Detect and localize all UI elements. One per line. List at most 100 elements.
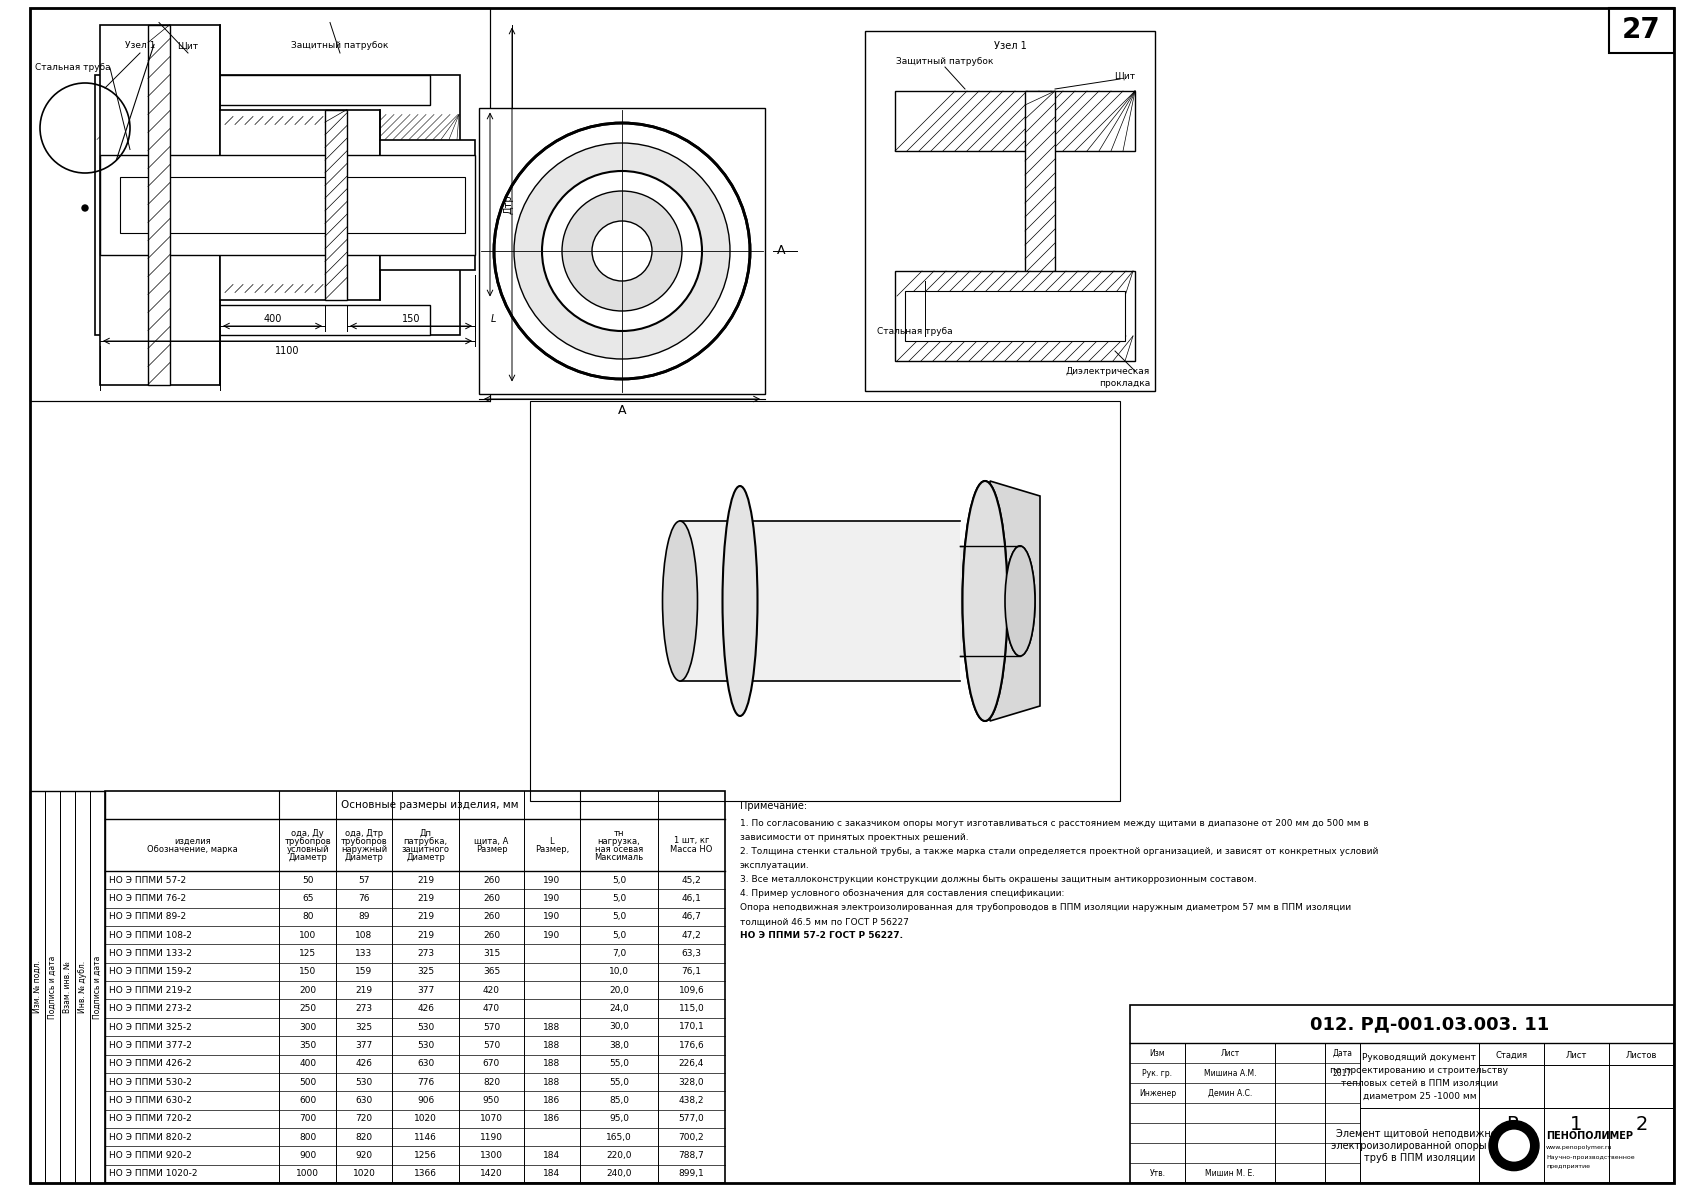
Text: 190: 190 — [544, 912, 561, 922]
Text: Листов: Листов — [1625, 1050, 1657, 1060]
Text: НО Э ППМИ 57-2 ГОСТ Р 56227.: НО Э ППМИ 57-2 ГОСТ Р 56227. — [739, 931, 903, 941]
Text: Стальная труба: Стальная труба — [877, 326, 953, 336]
Text: Диаметр: Диаметр — [288, 853, 327, 861]
Text: 350: 350 — [300, 1041, 317, 1049]
Text: www.penopolymer.ru: www.penopolymer.ru — [1546, 1145, 1613, 1151]
Text: защитного: защитного — [402, 844, 450, 854]
Text: наружный: наружный — [340, 844, 387, 854]
Text: 920: 920 — [355, 1151, 372, 1160]
Text: НО Э ППМИ 377-2: НО Э ППМИ 377-2 — [109, 1041, 192, 1049]
Text: 530: 530 — [418, 1041, 434, 1049]
Text: трубопров: трубопров — [340, 836, 387, 846]
Text: НО Э ППМИ 273-2: НО Э ППМИ 273-2 — [109, 1004, 192, 1014]
Text: 1420: 1420 — [480, 1170, 504, 1178]
Text: 1 шт, кг: 1 шт, кг — [674, 836, 709, 846]
Bar — [104, 791, 726, 1183]
Text: 365: 365 — [483, 967, 500, 977]
Text: НО Э ППМИ 76-2: НО Э ППМИ 76-2 — [109, 894, 187, 903]
Text: 570: 570 — [483, 1023, 500, 1031]
Bar — [221, 110, 381, 299]
Text: нагрузка,: нагрузка, — [598, 836, 640, 846]
Text: 226,4: 226,4 — [679, 1059, 704, 1068]
Text: L: L — [549, 836, 554, 846]
Text: трубопров: трубопров — [285, 836, 332, 846]
Text: 188: 188 — [544, 1023, 561, 1031]
Text: 55,0: 55,0 — [610, 1059, 630, 1068]
Text: 315: 315 — [483, 949, 500, 958]
Text: 219: 219 — [355, 986, 372, 994]
Text: Демин А.С.: Демин А.С. — [1207, 1089, 1253, 1097]
Text: Подпись и дата: Подпись и дата — [49, 955, 57, 1018]
Text: труб в ППМ изоляции: труб в ППМ изоляции — [1364, 1153, 1475, 1162]
Text: 159: 159 — [355, 967, 372, 977]
Text: 300: 300 — [300, 1023, 317, 1031]
Circle shape — [562, 191, 682, 311]
Bar — [94, 75, 460, 335]
Text: 95,0: 95,0 — [610, 1115, 630, 1123]
Ellipse shape — [662, 520, 697, 681]
Text: 188: 188 — [544, 1078, 561, 1086]
Text: 1366: 1366 — [414, 1170, 438, 1178]
Text: A: A — [776, 244, 785, 257]
Bar — [76, 791, 89, 1183]
Text: тепловых сетей в ППМ изоляции: тепловых сетей в ППМ изоляции — [1340, 1079, 1499, 1089]
Text: ода, Дтр: ода, Дтр — [345, 829, 382, 837]
Circle shape — [593, 222, 652, 281]
Text: 5,0: 5,0 — [611, 875, 626, 885]
Text: 184: 184 — [544, 1170, 561, 1178]
Text: 109,6: 109,6 — [679, 986, 704, 994]
Text: 377: 377 — [418, 986, 434, 994]
Bar — [99, 155, 475, 255]
Circle shape — [83, 205, 88, 211]
Text: НО Э ППМИ 720-2: НО Э ППМИ 720-2 — [109, 1115, 192, 1123]
Text: ода, Ду: ода, Ду — [291, 829, 323, 837]
Text: 800: 800 — [300, 1133, 317, 1142]
Text: Масса НО: Масса НО — [670, 844, 712, 854]
Text: Рук. гр.: Рук. гр. — [1142, 1068, 1172, 1078]
Text: 788,7: 788,7 — [679, 1151, 704, 1160]
Text: 1300: 1300 — [480, 1151, 504, 1160]
Ellipse shape — [1005, 545, 1036, 656]
Text: 1000: 1000 — [296, 1170, 320, 1178]
Text: 670: 670 — [483, 1059, 500, 1068]
Text: 219: 219 — [418, 894, 434, 903]
Text: 630: 630 — [418, 1059, 434, 1068]
Text: 2. Толщина стенки стальной трубы, а также марка стали определяется проектной орг: 2. Толщина стенки стальной трубы, а такж… — [739, 848, 1379, 856]
Bar — [30, 8, 490, 401]
Text: 325: 325 — [418, 967, 434, 977]
Text: 188: 188 — [544, 1059, 561, 1068]
Text: 220,0: 220,0 — [606, 1151, 632, 1160]
Text: 170,1: 170,1 — [679, 1023, 704, 1031]
Text: 7,0: 7,0 — [611, 949, 626, 958]
Text: 906: 906 — [418, 1096, 434, 1105]
Text: 115,0: 115,0 — [679, 1004, 704, 1014]
Bar — [30, 8, 490, 401]
Text: 76: 76 — [359, 894, 370, 903]
Text: 4. Пример условного обозначения для составления спецификации:: 4. Пример условного обозначения для сост… — [739, 890, 1064, 898]
Text: 900: 900 — [300, 1151, 317, 1160]
Bar — [30, 791, 45, 1183]
Bar — [1479, 1109, 1674, 1183]
Text: 5,0: 5,0 — [611, 930, 626, 940]
Ellipse shape — [963, 481, 1007, 721]
Text: Дтр: Дтр — [504, 194, 514, 214]
Text: A: A — [618, 405, 626, 418]
Text: НО Э ППМИ 219-2: НО Э ППМИ 219-2 — [109, 986, 192, 994]
Text: 30,0: 30,0 — [610, 1023, 630, 1031]
Text: 950: 950 — [483, 1096, 500, 1105]
Text: 165,0: 165,0 — [606, 1133, 632, 1142]
Text: 46,1: 46,1 — [682, 894, 702, 903]
Text: Диаметр: Диаметр — [345, 853, 384, 861]
Bar — [94, 75, 460, 335]
Text: 260: 260 — [483, 930, 500, 940]
Bar — [45, 791, 61, 1183]
Text: Дп: Дп — [525, 198, 536, 212]
Text: Основные размеры изделия, мм: Основные размеры изделия, мм — [342, 800, 519, 810]
Text: 5,0: 5,0 — [611, 894, 626, 903]
Text: Дп: Дп — [419, 829, 431, 837]
Text: 219: 219 — [418, 912, 434, 922]
Bar — [381, 139, 475, 269]
Text: по проектированию и строительству: по проектированию и строительству — [1330, 1066, 1509, 1075]
Text: Максималь: Максималь — [594, 853, 643, 861]
Text: НО Э ППМИ 57-2: НО Э ППМИ 57-2 — [109, 875, 187, 885]
